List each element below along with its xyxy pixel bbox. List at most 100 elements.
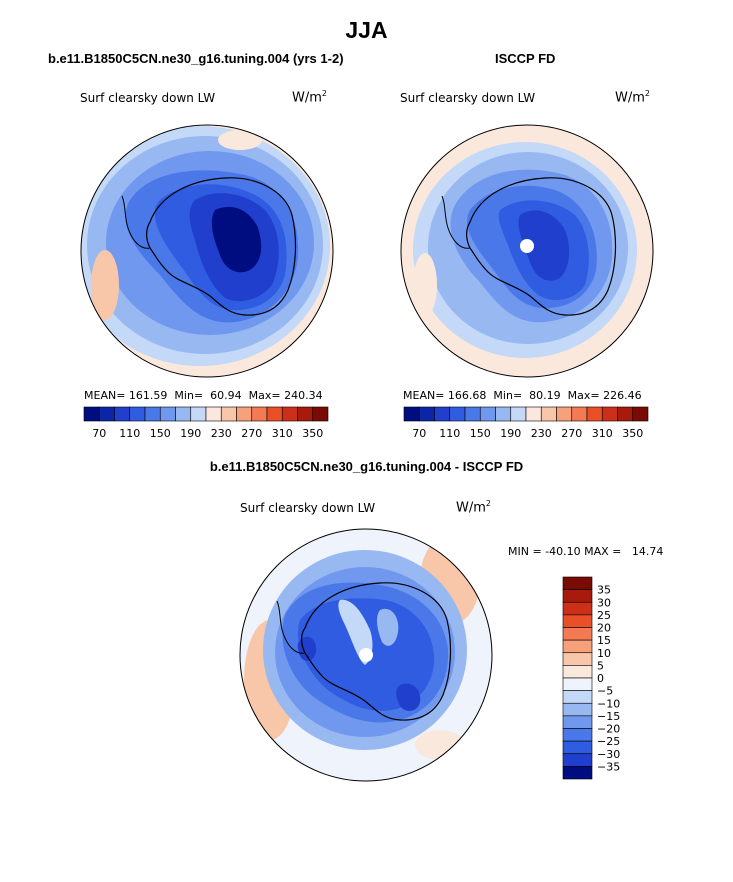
colorbar-tick-label: 150 — [150, 427, 171, 440]
panel-3-units-sup: 2 — [485, 499, 491, 508]
colorbar-tick-label: −20 — [597, 723, 620, 736]
colorbar-swatch — [540, 406, 557, 422]
panel-2-units-sup: 2 — [644, 89, 650, 98]
panel-1-max-label: Max= — [248, 389, 281, 402]
panel-2-min: 80.19 — [529, 389, 561, 402]
colorbar-swatch — [556, 406, 573, 422]
panel-2-max: 226.46 — [603, 389, 642, 402]
colorbar-swatch — [144, 406, 161, 422]
map-1-border — [80, 124, 334, 378]
colorbar-tick-label: −25 — [597, 735, 620, 748]
colorbar-swatch — [562, 652, 593, 666]
colorbar-swatch — [617, 406, 634, 422]
page-title: JJA — [345, 17, 388, 43]
colorbar-swatch — [434, 406, 451, 422]
panel-1-units-sup: 2 — [321, 89, 327, 98]
map-1-contour — [211, 206, 262, 273]
colorbar-tick-label: 190 — [180, 427, 201, 440]
panel-3-range-text: MIN = -40.10 MAX = 14.74 — [508, 545, 664, 558]
colorbar-tick-label: 70 — [92, 427, 106, 440]
panel-2-min-label: Min= — [493, 389, 523, 402]
panel-1-mean: 161.59 — [128, 389, 168, 402]
colorbar-tick-label: 190 — [500, 427, 521, 440]
colorbar-swatch — [562, 627, 593, 641]
colorbar-swatch — [525, 406, 542, 422]
colorbar-swatch — [510, 406, 527, 422]
colorbar-swatch — [312, 406, 329, 422]
colorbar-swatch — [562, 601, 593, 616]
colorbar-swatch — [562, 740, 593, 755]
colorbar-tick-label: 0 — [597, 672, 604, 685]
map-3-contour — [415, 730, 465, 760]
colorbar-swatch — [464, 406, 481, 422]
colorbar-swatch — [129, 406, 146, 422]
map-3-contour — [376, 608, 399, 646]
map-2-coastline — [466, 177, 617, 316]
colorbar-tick-label: 230 — [211, 427, 232, 440]
colorbar-swatch — [562, 677, 593, 691]
colorbar-tick-label: −35 — [597, 760, 620, 773]
colorbar-swatch — [449, 406, 466, 422]
colorbar-tick-label: 150 — [470, 427, 491, 440]
panel-1-stats: MEAN= 161.59 Min= 60.94 Max= 240.34 — [84, 389, 323, 402]
colorbar-swatch — [479, 406, 496, 422]
colorbar-swatch — [586, 406, 603, 422]
panel-3-units-label: W/m2 — [456, 499, 491, 515]
colorbar-tick-label: 110 — [439, 427, 460, 440]
panel-1-units: W/m — [292, 90, 322, 106]
map-2-contour — [518, 210, 570, 281]
colorbar-swatch — [562, 576, 593, 590]
colorbar-1: 70 110 150 190 230 270 310 350 — [83, 406, 329, 440]
map-3-coastline — [301, 582, 452, 721]
panel-1-min-label: Min= — [174, 389, 204, 402]
colorbar-swatch — [83, 406, 100, 422]
colorbar-tick-label: 15 — [597, 634, 611, 647]
panel-2-units-label: W/m2 — [615, 89, 650, 105]
map-1-contour — [218, 130, 262, 150]
colorbar-swatch — [236, 406, 253, 422]
map-2-peninsula — [441, 195, 471, 249]
colorbar-tick-label: 20 — [597, 622, 611, 635]
colorbar-2: 70 110 150 190 230 270 310 350 — [403, 406, 649, 440]
map-2-contour — [413, 253, 437, 317]
colorbar-tick-label: 310 — [272, 427, 293, 440]
map-3-peninsula — [276, 600, 306, 654]
colorbar-tick-label: 230 — [531, 427, 552, 440]
map-2-border — [400, 124, 654, 378]
colorbar-tick-label: 270 — [561, 427, 582, 440]
colorbar-tick-label: 110 — [119, 427, 140, 440]
panel-2-max-label: Max= — [567, 389, 600, 402]
panel-1-heading: b.e11.B1850C5CN.ne30_g16.tuning.004 (yrs… — [48, 51, 344, 66]
colorbar-swatch — [562, 766, 593, 780]
panel-1-max: 240.34 — [284, 389, 323, 402]
colorbar-swatch — [175, 406, 192, 422]
map-1-contour — [91, 250, 119, 320]
map-2-pole-mask — [520, 239, 534, 253]
colorbar-swatch — [632, 406, 649, 422]
colorbar-tick-label: 270 — [241, 427, 262, 440]
colorbar-tick-label: 35 — [597, 584, 611, 597]
colorbar-tick-label: 310 — [592, 427, 613, 440]
colorbar-tick-label: −30 — [597, 748, 620, 761]
panel-3-units: W/m — [456, 500, 486, 516]
colorbar-swatch — [159, 406, 176, 422]
colorbar-swatch — [562, 589, 593, 603]
colorbar-swatch — [266, 406, 283, 422]
colorbar-tick-label: −15 — [597, 710, 620, 723]
panel-2-variable-label: Surf clearsky down LW — [400, 91, 536, 105]
colorbar-swatch — [562, 753, 593, 767]
panel-1-units-label: W/m2 — [292, 89, 327, 105]
panel-1-min: 60.94 — [210, 389, 242, 402]
panel-2-mean-label: MEAN= — [403, 389, 445, 402]
panel-2-mean: 166.68 — [447, 389, 487, 402]
colorbar-swatch — [190, 406, 207, 422]
colorbar-swatch — [562, 639, 593, 654]
colorbar-tick-label: 25 — [597, 609, 611, 622]
colorbar-swatch — [205, 406, 222, 422]
colorbar-tick-label: −5 — [597, 685, 613, 698]
colorbar-swatch — [114, 406, 131, 422]
panel-2-units: W/m — [615, 90, 645, 106]
colorbar-swatch — [418, 406, 435, 422]
